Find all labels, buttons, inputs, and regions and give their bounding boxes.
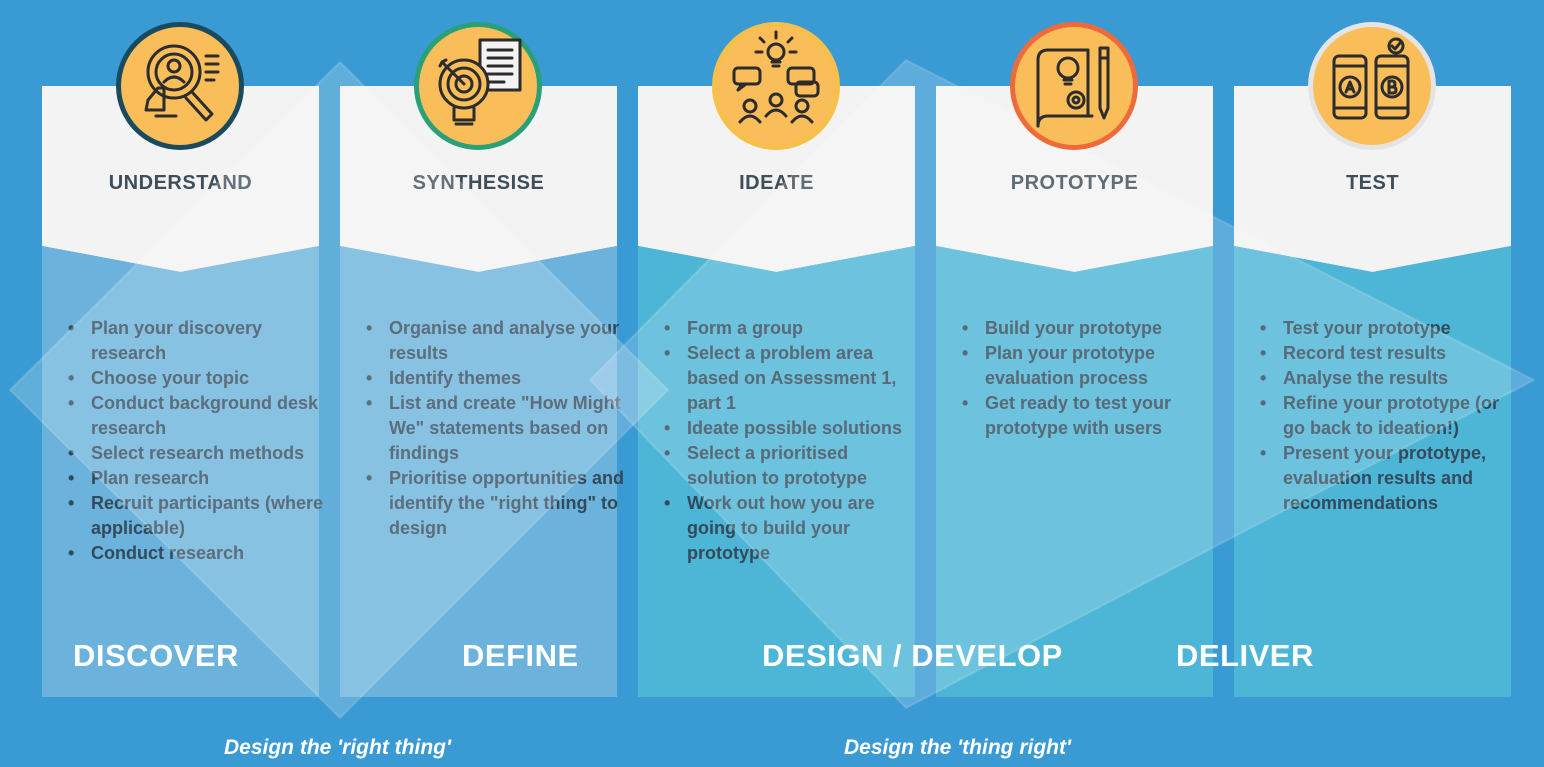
list-item: Choose your topic	[68, 366, 327, 391]
phase-label-design-develop: DESIGN / DEVELOP	[762, 638, 1063, 673]
tagline-right-thing: Design the 'right thing'	[224, 736, 451, 759]
column-title: IDEATE	[739, 172, 814, 194]
list-item: Select a prioritised solution to prototy…	[664, 441, 923, 491]
phase-label-discover: DISCOVER	[73, 638, 239, 673]
column-title: PROTOTYPE	[1010, 172, 1139, 194]
list-item: Plan research	[68, 466, 327, 491]
list-item: Conduct background desk research	[68, 391, 327, 441]
task-list: Organise and analyse your results Identi…	[364, 316, 625, 541]
list-item: Test your prototype	[1260, 316, 1519, 341]
tagline-thing-right: Design the 'thing right'	[844, 736, 1071, 759]
list-item: Ideate possible solutions	[664, 416, 923, 441]
phase-label-define: DEFINE	[462, 638, 579, 673]
magnifier-user-icon	[114, 20, 246, 152]
list-item: Analyse the results	[1260, 366, 1519, 391]
ab-test-phones-icon	[1306, 20, 1438, 152]
list-item: Get ready to test your prototype with us…	[962, 391, 1221, 441]
list-item: Record test results	[1260, 341, 1519, 366]
column-prototype: PROTOTYPE Build your prototype Plan your…	[936, 86, 1213, 697]
list-item: Work out how you are going to build your…	[664, 491, 923, 566]
list-item: Recruit participants (where applicable)	[68, 491, 327, 541]
list-item: Build your prototype	[962, 316, 1221, 341]
group-ideas-icon	[710, 20, 842, 152]
column-ideate: IDEATE Form a group Select a problem are…	[638, 86, 915, 697]
task-list: Test your prototype Record test results …	[1258, 316, 1519, 516]
task-list: Form a group Select a problem area based…	[662, 316, 923, 566]
diamond-develop-deliver	[589, 59, 1535, 709]
list-item: Prioritise opportunities and identify th…	[366, 466, 625, 541]
list-item: Identify themes	[366, 366, 625, 391]
list-item: Present your prototype, evaluation resul…	[1260, 441, 1519, 516]
column-title: TEST	[1345, 172, 1400, 194]
column-understand: UNDERSTAND Plan your discovery research …	[42, 86, 323, 697]
list-item: Plan your discovery research	[68, 316, 327, 366]
list-item: List and create "How Might We" statement…	[366, 391, 625, 466]
list-item: Organise and analyse your results	[366, 316, 625, 366]
list-item: Plan your prototype evaluation process	[962, 341, 1221, 391]
list-item: Select research methods	[68, 441, 327, 466]
list-item: Form a group	[664, 316, 923, 341]
column-title: UNDERSTAND	[108, 172, 253, 194]
task-list: Plan your discovery research Choose your…	[66, 316, 327, 566]
list-item: Conduct research	[68, 541, 327, 566]
diamond-discover-define	[9, 61, 669, 719]
list-item: Refine your prototype (or go back to ide…	[1260, 391, 1519, 441]
list-item: Select a problem area based on Assessmen…	[664, 341, 923, 416]
column-synthesise: SYNTHESISE Organise and analyse your res…	[340, 86, 624, 697]
column-title: SYNTHESISE	[412, 172, 545, 194]
blueprint-pencil-icon	[1008, 20, 1140, 152]
target-lightbulb-icon	[412, 20, 544, 152]
task-list: Build your prototype Plan your prototype…	[960, 316, 1221, 441]
phase-label-deliver: DELIVER	[1176, 638, 1314, 673]
